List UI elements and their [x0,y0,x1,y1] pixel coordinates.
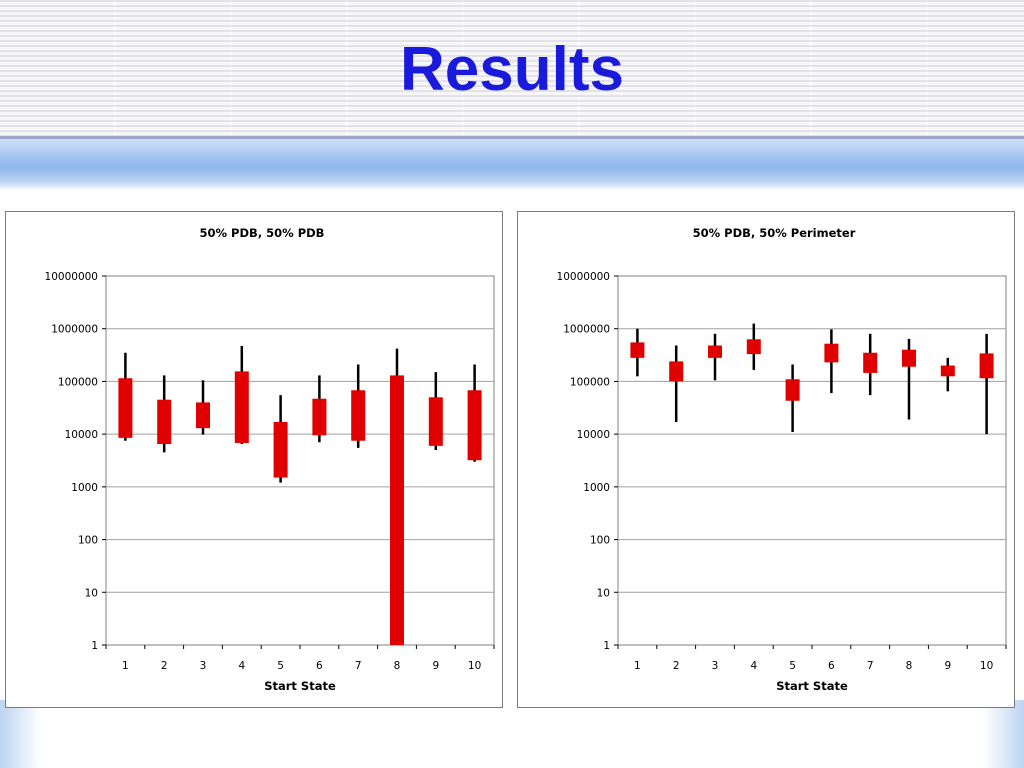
box-plot-chart-pdb-perimeter: 50% PDB, 50% Perimeter 1 10 100 1000 10000 100… [557,226,1007,693]
chart-1-y-tick-label: 1000 [71,482,98,494]
chart-1-box-3 [196,402,210,429]
chart-2-box-1 [630,342,645,358]
left-edge-glow [0,700,40,768]
chart-2-y-tick-label: 100000 [570,376,610,388]
chart-2-title: 50% PDB, 50% Perimeter [693,226,856,240]
chart-2-y-tick-label: 100 [590,535,610,547]
chart-2-x-tick-label: 1 [634,660,641,672]
header-rule [0,136,1024,139]
chart-2-box-9 [940,365,955,377]
chart-2-x-tick-label: 5 [789,660,796,672]
chart-1-x-tick-label: 6 [316,660,323,672]
chart-2-x-tick-label: 10 [980,660,993,672]
chart-1-x-tick-label: 2 [161,660,168,672]
chart-2-y-tick-label: 10000 [577,429,610,441]
chart-1-x-tick-label: 7 [355,660,362,672]
slide-header-background [0,0,1024,136]
chart-1-box-5 [273,421,288,478]
chart-2-y-tick-label: 1 [603,640,610,652]
chart-2-y-tick-label: 1000000 [563,324,610,336]
chart-2-x-tick-label: 2 [673,660,680,672]
chart-1-y-tick-label: 10000 [65,429,98,441]
chart-2-box-5 [785,379,800,401]
chart-2-x-tick-label: 6 [828,660,835,672]
chart-2-x-tick-label: 3 [712,660,719,672]
chart-1-box-1 [118,378,133,438]
chart-2-x-tick-label: 4 [750,660,757,672]
right-edge-glow [984,700,1024,768]
chart-1-y-tick-label: 1000000 [51,324,98,336]
chart-1-title: 50% PDB, 50% PDB [200,226,325,240]
slide-title: Results [400,35,624,104]
chart-1-x-tick-label: 9 [432,660,439,672]
chart-1-box-2 [157,399,172,445]
chart-1-x-tick-label: 8 [394,660,401,672]
chart-panel-pdb-perimeter: 50% PDB, 50% Perimeter 1 10 100 1000 10000 100… [517,211,1015,708]
chart-2-box-8 [902,349,916,367]
chart-panel-pdb-pdb: 50% PDB, 50% PDB 1 10 100 1000 10000 100000 100… [5,211,503,708]
chart-1-x-axis-title: Start State [264,679,336,693]
header-blue-band [0,139,1024,191]
chart-1-box-10 [467,390,482,461]
chart-1-y-tick-label: 1 [91,640,98,652]
chart-1-box-6 [312,398,327,436]
chart-1-box-4 [234,371,249,443]
chart-1-y-tick-label: 100000 [58,376,98,388]
chart-2-y-tick-label: 10000000 [557,271,610,283]
chart-1-y-tick-label: 10000000 [45,271,98,283]
chart-2-y-tick-label: 10 [597,587,610,599]
chart-2-x-tick-label: 7 [867,660,874,672]
chart-1-box-9 [428,397,443,446]
chart-2-box-3 [708,345,722,358]
chart-1-x-tick-label: 3 [200,660,207,672]
chart-2-box-10 [979,353,994,379]
chart-2-box-4 [746,339,761,355]
chart-1-x-tick-label: 10 [468,660,481,672]
chart-1-x-tick-label: 5 [277,660,284,672]
chart-2-plot-area [617,275,1007,646]
chart-2-y-tick-label: 1000 [583,482,610,494]
chart-1-x-tick-label: 1 [122,660,129,672]
chart-2-box-7 [863,352,878,373]
box-plot-chart-pdb-pdb: 50% PDB, 50% PDB 1 10 100 1000 10000 100000 100… [45,226,495,693]
chart-1-plot-area [105,275,495,646]
chart-1-box-7 [351,390,366,441]
chart-1-x-tick-label: 4 [238,660,245,672]
chart-1-y-tick-label: 10 [85,587,98,599]
chart-1-box-8 [390,375,404,645]
chart-2-box-6 [824,343,839,363]
chart-2-x-axis-title: Start State [776,679,848,693]
chart-1-y-tick-label: 100 [78,535,98,547]
chart-2-x-tick-label: 9 [944,660,951,672]
chart-2-x-tick-label: 8 [906,660,913,672]
chart-2-box-2 [669,361,684,382]
